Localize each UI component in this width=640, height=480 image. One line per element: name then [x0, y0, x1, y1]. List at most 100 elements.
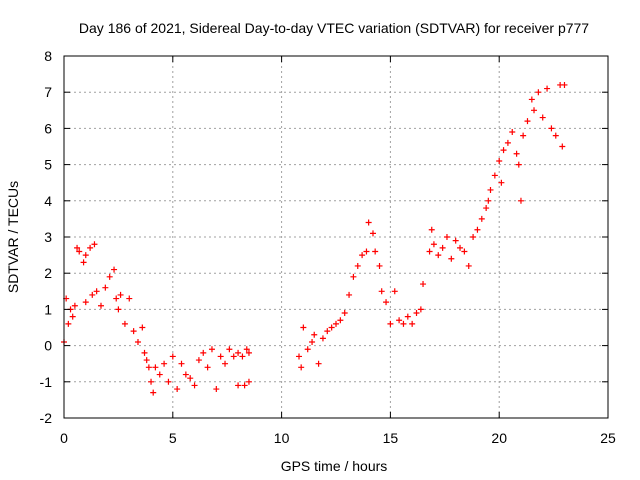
data-point: [245, 349, 252, 356]
data-point: [97, 302, 104, 309]
data-point: [387, 320, 394, 327]
y-axis-label: SDTVAR / TECUs: [5, 181, 21, 293]
data-point: [200, 349, 207, 356]
data-point: [391, 288, 398, 295]
data-point: [298, 364, 305, 371]
data-point: [561, 81, 568, 88]
data-point: [156, 371, 163, 378]
data-point: [315, 360, 322, 367]
data-point: [222, 360, 229, 367]
data-point: [513, 150, 520, 157]
data-point: [552, 132, 559, 139]
data-point: [82, 299, 89, 306]
data-point: [121, 320, 128, 327]
data-point: [428, 226, 435, 233]
y-tick-label: 5: [44, 157, 52, 173]
data-point: [243, 346, 250, 353]
data-point: [396, 317, 403, 324]
x-tick-label: 0: [60, 430, 68, 446]
grid: [64, 56, 608, 418]
data-point: [504, 139, 511, 146]
data-point: [500, 147, 507, 154]
data-point: [478, 215, 485, 222]
data-point: [365, 219, 372, 226]
data-point: [304, 346, 311, 353]
data-point: [376, 262, 383, 269]
data-point: [134, 338, 141, 345]
data-point: [359, 252, 366, 259]
data-point: [400, 320, 407, 327]
data-point: [337, 317, 344, 324]
data-point: [487, 186, 494, 193]
data-point: [491, 172, 498, 179]
data-point: [559, 143, 566, 150]
data-point: [139, 324, 146, 331]
data-point: [148, 378, 155, 385]
data-point: [239, 353, 246, 360]
data-point: [383, 299, 390, 306]
x-tick-label: 10: [274, 430, 290, 446]
data-point: [531, 107, 538, 114]
data-point: [369, 230, 376, 237]
x-tick-label: 25: [600, 430, 616, 446]
data-point: [230, 353, 237, 360]
data-point: [76, 248, 83, 255]
chart-title: Day 186 of 2021, Sidereal Day-to-day VTE…: [79, 20, 589, 36]
data-point: [328, 324, 335, 331]
data-point: [520, 132, 527, 139]
data-point: [71, 302, 78, 309]
data-point: [113, 295, 120, 302]
x-tick-label: 15: [383, 430, 399, 446]
data-point: [93, 288, 100, 295]
data-point: [226, 346, 233, 353]
data-point: [354, 262, 361, 269]
data-point: [182, 371, 189, 378]
data-point: [150, 389, 157, 396]
data-point: [515, 161, 522, 168]
data-point: [439, 244, 446, 251]
data-point: [111, 266, 118, 273]
series-segment-1: [61, 241, 252, 396]
y-tick-label: 3: [44, 229, 52, 245]
data-point: [509, 129, 516, 136]
data-point: [91, 241, 98, 248]
data-point: [539, 114, 546, 121]
data-point: [241, 382, 248, 389]
data-points: [61, 81, 568, 396]
data-point: [80, 259, 87, 266]
data-point: [413, 310, 420, 317]
data-point: [89, 291, 96, 298]
data-point: [309, 338, 316, 345]
data-point: [145, 364, 152, 371]
data-point: [115, 306, 122, 313]
data-point: [485, 197, 492, 204]
data-point: [461, 248, 468, 255]
data-point: [82, 252, 89, 259]
data-point: [363, 248, 370, 255]
data-point: [106, 273, 113, 280]
y-tick-label: -2: [40, 410, 53, 426]
data-point: [245, 378, 252, 385]
data-point: [217, 353, 224, 360]
data-point: [174, 386, 181, 393]
data-point: [496, 157, 503, 164]
data-point: [333, 320, 339, 327]
y-tick-label: 2: [44, 265, 52, 281]
y-tick-label: 4: [44, 193, 52, 209]
data-point: [87, 244, 94, 251]
data-point: [517, 197, 524, 204]
data-point: [208, 346, 215, 353]
data-point: [528, 96, 535, 103]
data-point: [452, 237, 459, 244]
series-segment-2: [296, 81, 568, 371]
ticks: [63, 55, 609, 419]
x-axis-label: GPS time / hours: [281, 458, 388, 474]
data-point: [457, 244, 464, 251]
data-point: [544, 85, 551, 92]
data-point: [417, 306, 424, 313]
data-point: [130, 328, 137, 335]
data-point: [213, 386, 220, 393]
data-point: [300, 324, 307, 331]
data-point: [483, 205, 490, 212]
data-point: [404, 313, 411, 320]
